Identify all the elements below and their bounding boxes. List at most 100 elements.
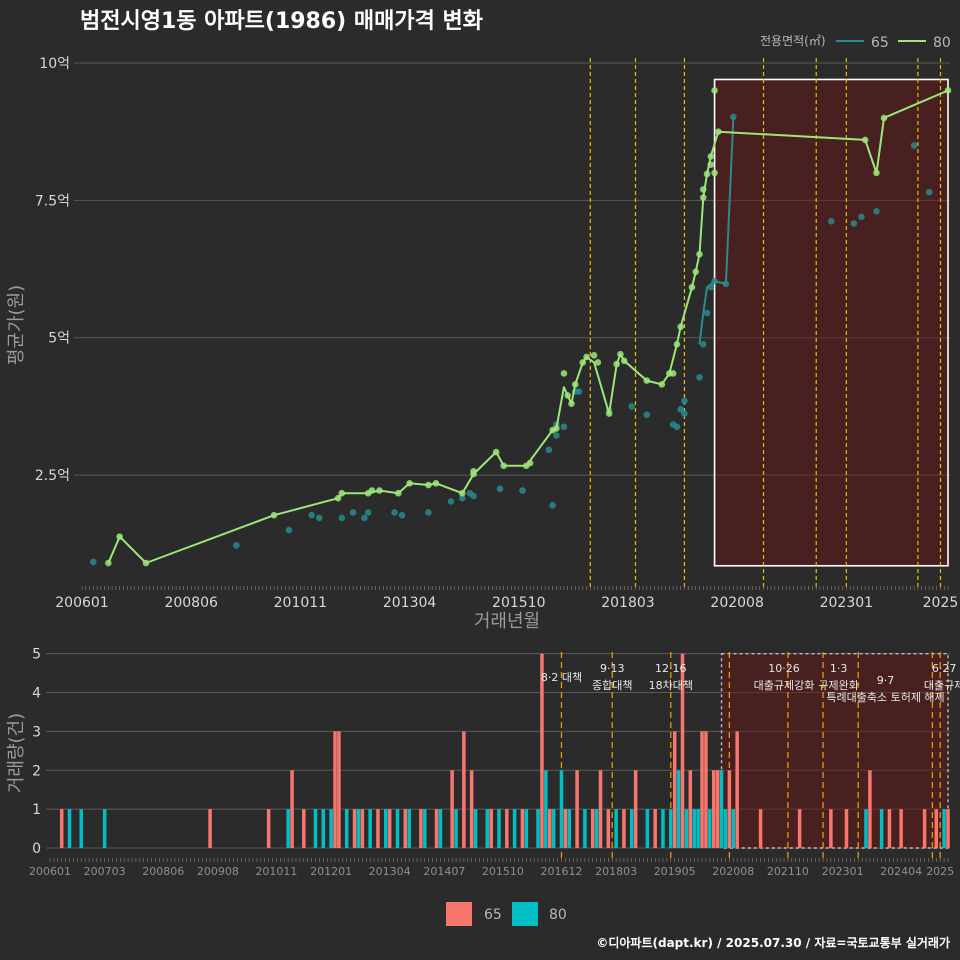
price-point-65 bbox=[560, 423, 568, 431]
volume-bar-80 bbox=[594, 809, 599, 848]
price-point-65 bbox=[673, 423, 681, 431]
volume-bar-65 bbox=[352, 809, 357, 848]
volume-y-tick-label: 1 bbox=[32, 802, 41, 818]
price-point-65 bbox=[925, 188, 933, 196]
volume-bar-80 bbox=[684, 809, 689, 848]
volume-bar-80 bbox=[79, 809, 83, 848]
price-line-65 bbox=[698, 116, 735, 345]
volume-bar-80 bbox=[497, 809, 501, 848]
volume-bar-65 bbox=[489, 809, 493, 848]
price-point-65 bbox=[696, 373, 703, 381]
volume-x-tick-label: 200806 bbox=[142, 865, 184, 878]
volume-bar-65 bbox=[797, 809, 802, 848]
volume-bar-65 bbox=[302, 809, 306, 848]
volume-bar-80 bbox=[719, 770, 724, 848]
price-point-80 bbox=[590, 352, 598, 359]
volume-bar-65 bbox=[434, 809, 439, 848]
volume-bar-80 bbox=[356, 809, 361, 848]
volume-bar-65 bbox=[333, 731, 337, 848]
policy-label: 대출규제 bbox=[924, 679, 960, 692]
volume-bar-65 bbox=[563, 809, 568, 848]
policy-label: 12·16 bbox=[655, 662, 687, 675]
price-y-tick-label: 2.5억 bbox=[35, 468, 70, 484]
volume-x-tick-label: 202110 bbox=[767, 865, 809, 878]
volume-bar-80 bbox=[661, 809, 665, 848]
volume-x-tick-label: 2025 bbox=[926, 865, 954, 878]
volume-bar-80 bbox=[368, 809, 372, 848]
price-point-65 bbox=[447, 498, 455, 505]
volume-bar-80 bbox=[67, 809, 72, 848]
volume-bar-65 bbox=[653, 809, 657, 848]
volume-bar-80 bbox=[423, 809, 427, 848]
volume-bar-80 bbox=[512, 809, 517, 848]
price-point-65 bbox=[628, 403, 636, 410]
price-point-65 bbox=[233, 542, 240, 549]
price-x-tick-label: 201510 bbox=[492, 595, 545, 611]
volume-bar-80 bbox=[485, 809, 490, 848]
volume-bar-65 bbox=[922, 809, 927, 848]
volume-x-tick-label: 201011 bbox=[255, 865, 297, 878]
volume-bar-80 bbox=[329, 809, 333, 848]
price-point-65 bbox=[89, 558, 97, 566]
price-point-80 bbox=[560, 370, 568, 377]
price-point-65 bbox=[858, 213, 865, 221]
volume-bar-80 bbox=[879, 809, 884, 848]
y-axis-title: 평균가(원) bbox=[6, 285, 27, 365]
volume-bar-65 bbox=[505, 809, 509, 848]
price-point-65 bbox=[681, 410, 688, 417]
volume-y-tick-label: 0 bbox=[32, 841, 41, 857]
price-x-tick-label: 201803 bbox=[601, 595, 654, 611]
volume-x-tick-label: 201905 bbox=[654, 865, 696, 878]
legend-swatch-65-bar bbox=[446, 902, 472, 926]
price-point-65 bbox=[308, 511, 315, 519]
policy-label: 10·26 bbox=[768, 662, 800, 675]
volume-bar-65 bbox=[469, 770, 474, 848]
volume-y-tick-label: 4 bbox=[32, 686, 41, 702]
volume-y-axis-title: 거래량(건) bbox=[6, 713, 27, 793]
volume-bar-65 bbox=[590, 809, 595, 848]
policy-label: 9·7 bbox=[877, 674, 895, 687]
legend-label-80: 80 bbox=[933, 35, 951, 51]
volume-x-tick-label: 202008 bbox=[712, 865, 754, 878]
volume-x-tick-label: 201407 bbox=[423, 865, 465, 878]
price-point-65 bbox=[425, 509, 432, 516]
price-point-65 bbox=[349, 509, 357, 516]
volume-x-tick-label: 200703 bbox=[84, 865, 126, 878]
volume-bar-65 bbox=[290, 770, 294, 848]
volume-panel: 0 1 2 3 4 5 200601 200703 200806 200908 201011 2012… bbox=[29, 647, 960, 878]
price-point-65 bbox=[364, 509, 372, 516]
volume-bar-65 bbox=[887, 809, 892, 848]
volume-bar-65 bbox=[419, 809, 423, 848]
volume-bar-80 bbox=[321, 809, 326, 848]
volume-bar-65 bbox=[735, 731, 739, 848]
volume-bar-65 bbox=[462, 731, 466, 848]
volume-bar-65 bbox=[672, 731, 677, 848]
volume-bar-80 bbox=[551, 809, 556, 848]
volume-y-tick-label: 5 bbox=[32, 647, 41, 663]
volume-bar-65 bbox=[868, 770, 872, 848]
volume-bar-65 bbox=[622, 809, 626, 848]
volume-x-tick-label: 201304 bbox=[369, 865, 411, 878]
price-point-65 bbox=[545, 446, 553, 454]
volume-bar-80 bbox=[614, 809, 618, 848]
legend-label-65-bar: 65 bbox=[484, 907, 502, 923]
volume-bar-65 bbox=[598, 770, 603, 848]
volume-bar-80 bbox=[864, 809, 868, 848]
volume-bar-80 bbox=[395, 809, 400, 848]
price-point-65 bbox=[549, 502, 556, 509]
legend-swatch-80-bar bbox=[512, 902, 538, 926]
volume-bar-80 bbox=[536, 809, 540, 848]
volume-bar-80 bbox=[645, 809, 650, 848]
price-point-65 bbox=[681, 397, 688, 405]
volume-bar-65 bbox=[450, 770, 454, 848]
price-point-65 bbox=[643, 411, 651, 418]
volume-bar-80 bbox=[544, 770, 548, 848]
price-point-65 bbox=[338, 514, 346, 522]
volume-bar-65 bbox=[758, 809, 763, 848]
price-point-65 bbox=[699, 341, 707, 348]
price-x-tick-label: 201304 bbox=[383, 595, 437, 611]
price-point-80 bbox=[669, 370, 677, 377]
policy-label: 1·3 bbox=[830, 662, 848, 675]
volume-bar-80 bbox=[344, 809, 349, 848]
